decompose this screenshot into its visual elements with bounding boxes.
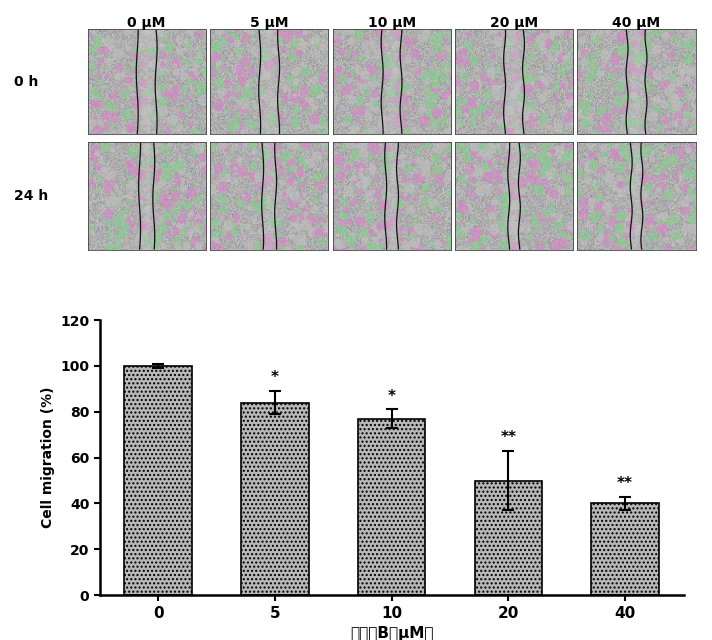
Text: 40 μM: 40 μM — [612, 16, 661, 30]
Bar — [357, 419, 426, 595]
Bar — [591, 504, 659, 595]
Text: 5 μM: 5 μM — [250, 16, 288, 30]
X-axis label: 青蒿素B（μM）: 青蒿素B（μM） — [350, 626, 434, 640]
Text: 10 μM: 10 μM — [367, 16, 416, 30]
Bar — [124, 366, 192, 595]
Bar — [241, 403, 309, 595]
Text: *: * — [271, 371, 279, 385]
Text: 20 μM: 20 μM — [490, 16, 538, 30]
Text: **: ** — [617, 476, 633, 491]
Y-axis label: Cell migration (%): Cell migration (%) — [41, 387, 55, 529]
Text: *: * — [387, 388, 396, 404]
Text: **: ** — [501, 430, 516, 445]
Text: 0 h: 0 h — [14, 75, 38, 88]
Text: 0 μM: 0 μM — [127, 16, 166, 30]
Text: 24 h: 24 h — [14, 189, 48, 203]
Bar — [474, 481, 543, 595]
